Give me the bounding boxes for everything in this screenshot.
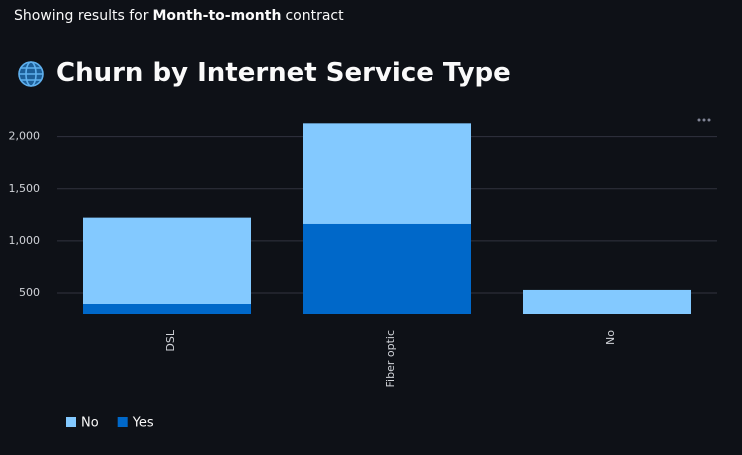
legend-label: Yes (132, 416, 154, 431)
bar-segment (523, 289, 691, 314)
bar-segment (83, 303, 251, 314)
y-tick-label: 1,000 (9, 234, 41, 247)
y-tick-label: 1,500 (9, 182, 41, 195)
legend-swatch (66, 417, 76, 427)
y-tick-label: 2,000 (9, 130, 41, 143)
bar-segment (303, 123, 471, 224)
contract-name: Month-to-month (152, 8, 282, 24)
chart-title: Churn by Internet Service Type (56, 58, 511, 88)
y-tick-label: 500 (19, 286, 40, 299)
x-tick-label: No (604, 330, 617, 345)
x-tick-label: DSL (164, 329, 177, 351)
bar-segment (303, 223, 471, 314)
caption-text: Showing results for (14, 8, 149, 24)
caption: Showing results for Month-to-month contrac… (14, 8, 348, 24)
caption-text: contract (285, 8, 344, 24)
menu-dots[interactable] (697, 118, 711, 122)
globe-icon (18, 61, 44, 87)
bar-segment (83, 217, 251, 304)
legend-swatch (117, 417, 128, 427)
x-tick-label: Fiber optic (384, 330, 397, 387)
legend-label: No (81, 416, 99, 431)
